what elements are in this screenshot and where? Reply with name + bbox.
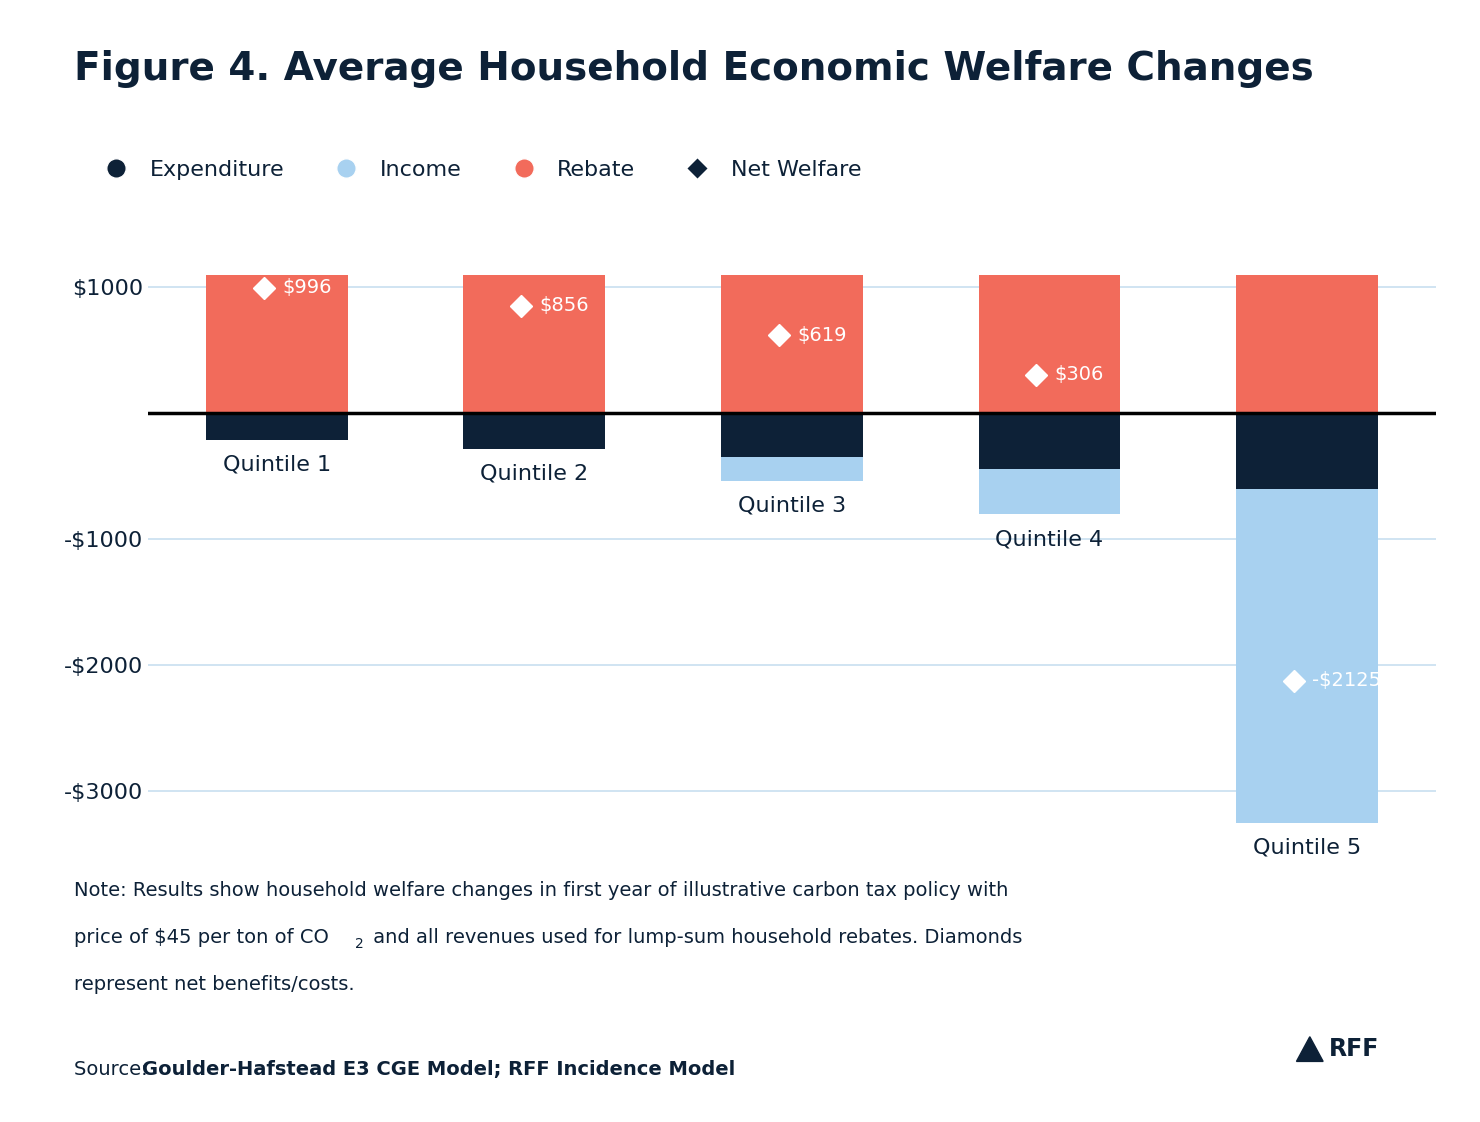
Bar — [721, 275, 863, 413]
Bar — [1236, 413, 1378, 489]
Text: Source:: Source: — [74, 1060, 154, 1079]
Text: $306: $306 — [1054, 366, 1104, 384]
Text: represent net benefits/costs.: represent net benefits/costs. — [74, 975, 355, 994]
Text: Quintile 2: Quintile 2 — [480, 463, 589, 484]
Bar — [206, 413, 348, 440]
Text: Quintile 3: Quintile 3 — [737, 496, 847, 516]
Text: Quintile 5: Quintile 5 — [1252, 838, 1362, 857]
Bar — [978, 275, 1120, 413]
Text: RFF: RFF — [1329, 1037, 1379, 1061]
Text: Figure 4. Average Household Economic Welfare Changes: Figure 4. Average Household Economic Wel… — [74, 50, 1314, 89]
Text: and all revenues used for lump-sum household rebates. Diamonds: and all revenues used for lump-sum house… — [367, 928, 1023, 947]
Bar — [463, 275, 605, 413]
Text: $856: $856 — [539, 296, 589, 315]
Text: 2: 2 — [355, 937, 364, 950]
Text: Quintile 1: Quintile 1 — [222, 454, 332, 475]
Text: Note: Results show household welfare changes in first year of illustrative carbo: Note: Results show household welfare cha… — [74, 881, 1008, 900]
Bar — [1236, 275, 1378, 413]
Bar — [978, 469, 1120, 514]
Text: $996: $996 — [281, 278, 332, 297]
Text: Quintile 4: Quintile 4 — [995, 530, 1104, 549]
Text: price of $45 per ton of CO: price of $45 per ton of CO — [74, 928, 329, 947]
Bar — [463, 413, 605, 449]
Bar — [978, 413, 1120, 469]
Bar — [721, 413, 863, 458]
Bar — [1236, 489, 1378, 822]
Bar — [206, 275, 348, 413]
Text: $619: $619 — [796, 325, 847, 344]
Text: -$2125: -$2125 — [1311, 671, 1381, 690]
Legend: Expenditure, Income, Rebate, Net Welfare: Expenditure, Income, Rebate, Net Welfare — [86, 151, 870, 190]
Bar — [721, 458, 863, 480]
Text: Goulder-Hafstead E3 CGE Model; RFF Incidence Model: Goulder-Hafstead E3 CGE Model; RFF Incid… — [142, 1060, 736, 1079]
